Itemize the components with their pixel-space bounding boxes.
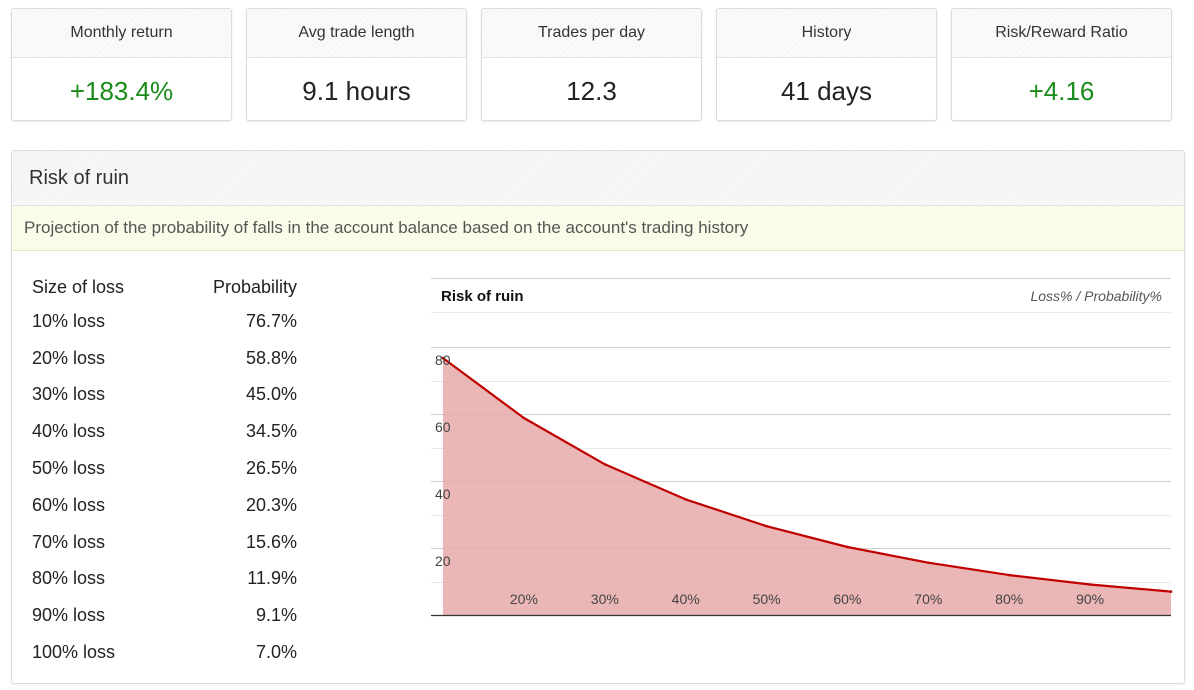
stat-value: 41 days [780,76,873,106]
series-line-segment [1088,583,1173,593]
x-tick-label: 50% [753,591,781,607]
stat-value: 12.3 [566,76,617,106]
y-axis-ticks: 20 40 60 80 [435,352,451,569]
probability-cell: 7.0% [255,642,297,663]
table-row: 80% loss 11.9% [32,561,297,598]
risk-area-fill [443,358,1171,615]
probability-cell: 9.1% [255,605,297,626]
x-tick-label: 60% [833,591,861,607]
data-point [1088,583,1092,586]
data-point [441,356,445,360]
stat-card-avg-trade-length: Avg trade length 9.1 hours [246,8,467,121]
table-row: 50% loss 26.5% [32,450,297,487]
series-line-segment [927,561,1011,577]
chart-marks [441,356,1173,593]
data-point [765,524,768,528]
data-point [522,416,526,420]
series-line-segment [603,463,687,501]
table-row: 70% loss 15.6% [32,524,297,561]
chart-svg: Risk of ruin Loss% / Probability% 20 40 60… [431,278,1173,617]
stat-label: Avg trade length [247,9,466,58]
table-row: 90% loss 9.1% [32,597,297,634]
stat-card-risk-reward: Risk/Reward Ratio +4.16 [951,8,1172,121]
chart-subtitle: Loss% / Probability% [1030,288,1162,304]
probability-cell: 58.8% [245,347,297,368]
risk-of-ruin-panel: Risk of ruin Projection of the probabili… [11,150,1185,684]
x-tick-label: 20% [510,591,538,607]
data-point [684,498,687,501]
panel-description: Projection of the probability of falls i… [12,206,1184,251]
stat-value: +4.16 [1028,76,1095,106]
series-line-segment [846,545,930,564]
table-row: 100% loss 7.0% [32,634,297,671]
probability-cell: 20.3% [245,494,297,515]
probability-cell: 34.5% [245,421,297,442]
data-point [846,545,849,549]
stat-value: 9.1 hours [302,76,411,106]
loss-size-cell: 70% loss [32,531,106,552]
table-row: 20% loss 58.8% [32,340,297,377]
series-line-segment [765,525,849,549]
loss-size-cell: 10% loss [32,310,106,331]
loss-size-cell: 30% loss [32,384,106,405]
chart-title: Risk of ruin [441,288,524,305]
probability-cell: 15.6% [245,531,297,552]
stat-card-history: History 41 days [716,8,937,121]
loss-size-cell: 20% loss [32,347,106,368]
series-line-segment [1008,574,1092,586]
table-row: 40% loss 34.5% [32,413,297,450]
x-tick-label: 80% [995,591,1023,607]
table-header-row: Size of loss Probability [32,271,297,303]
stat-card-trades-per-day: Trades per day 12.3 [481,8,702,121]
column-header-size-of-loss: Size of loss [32,276,125,297]
table-row: 30% loss 45.0% [32,377,297,414]
loss-size-cell: 100% loss [32,642,116,663]
column-header-probability: Probability [212,276,297,297]
y-tick-label: 80 [435,352,451,368]
panel-title: Risk of ruin [12,151,1184,206]
probability-cell: 11.9% [247,568,297,589]
loss-size-cell: 80% loss [32,568,106,589]
loss-size-cell: 90% loss [32,605,106,626]
data-point [927,561,930,564]
stat-card-monthly-return: Monthly return +183.4% [11,8,232,121]
risk-of-ruin-table: Size of loss Probability 10% loss 76.7% 2… [32,271,297,671]
y-tick-label: 60 [435,419,451,435]
y-tick-label: 20 [435,553,451,569]
loss-size-cell: 60% loss [32,494,106,515]
probability-cell: 45.0% [245,384,297,405]
stat-label: History [717,9,936,58]
stat-label: Monthly return [12,9,231,58]
table-row: 10% loss 76.7% [32,303,297,340]
table-row: 60% loss 20.3% [32,487,297,524]
x-axis-ticks: 20% 30% 40% 50% 60% 70% 80% 90% [510,591,1104,607]
x-tick-label: 30% [591,591,619,607]
data-point [1169,590,1173,593]
stat-label: Trades per day [482,9,701,58]
loss-size-cell: 50% loss [32,458,106,479]
stat-label: Risk/Reward Ratio [952,9,1171,58]
stat-value: +183.4% [69,76,174,106]
data-point [1007,573,1011,577]
x-tick-label: 70% [914,591,942,607]
data-point [603,463,607,466]
risk-of-ruin-chart: Risk of ruin Loss% / Probability% 20 40 60… [431,278,1183,620]
probability-cell: 26.5% [245,458,297,479]
series-line-segment [684,498,768,528]
x-tick-label: 90% [1076,591,1104,607]
x-tick-label: 40% [672,591,700,607]
loss-size-cell: 40% loss [32,421,106,442]
series-line-segment [441,356,526,420]
y-tick-label: 40 [435,486,451,502]
series-line-segment [522,416,606,466]
probability-cell: 76.7% [245,310,297,331]
